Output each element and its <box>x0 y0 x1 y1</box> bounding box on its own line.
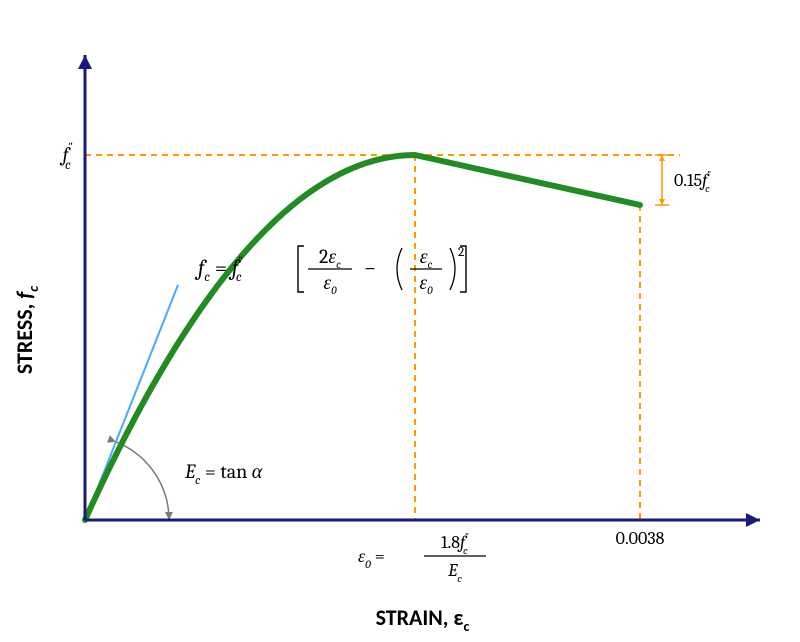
stress-strain-diagram: f"c STRESS, fc STRAIN, εc 0.0038 ε0 = 1.8f"c… <box>0 0 800 642</box>
svg-text:ε0: ε0 <box>419 271 433 297</box>
svg-text:fc = f"c: fc = f"c <box>194 255 243 285</box>
svg-text:1.8f"c: 1.8f"c <box>441 532 469 557</box>
svg-text:0.15f"c: 0.15f"c <box>674 170 711 195</box>
svg-text:STRESS, fc: STRESS, fc <box>11 285 42 374</box>
svg-text:STRAIN, εc: STRAIN, εc <box>376 604 470 635</box>
svg-text:f"c: f"c <box>60 140 73 173</box>
svg-text:−: − <box>364 255 376 281</box>
svg-text:ε0 =: ε0 = <box>358 546 385 571</box>
svg-text:2: 2 <box>458 245 464 260</box>
svg-text:Ec = tan α: Ec = tan α <box>184 460 263 487</box>
svg-text:0.0038: 0.0038 <box>616 528 665 549</box>
svg-text:Ec: Ec <box>447 560 462 585</box>
chart-svg: f"c STRESS, fc STRAIN, εc 0.0038 ε0 = 1.8f"c… <box>0 0 800 642</box>
svg-text:2εc: 2εc <box>319 245 341 271</box>
svg-text:ε0: ε0 <box>323 271 337 297</box>
svg-text:εc: εc <box>420 245 433 271</box>
